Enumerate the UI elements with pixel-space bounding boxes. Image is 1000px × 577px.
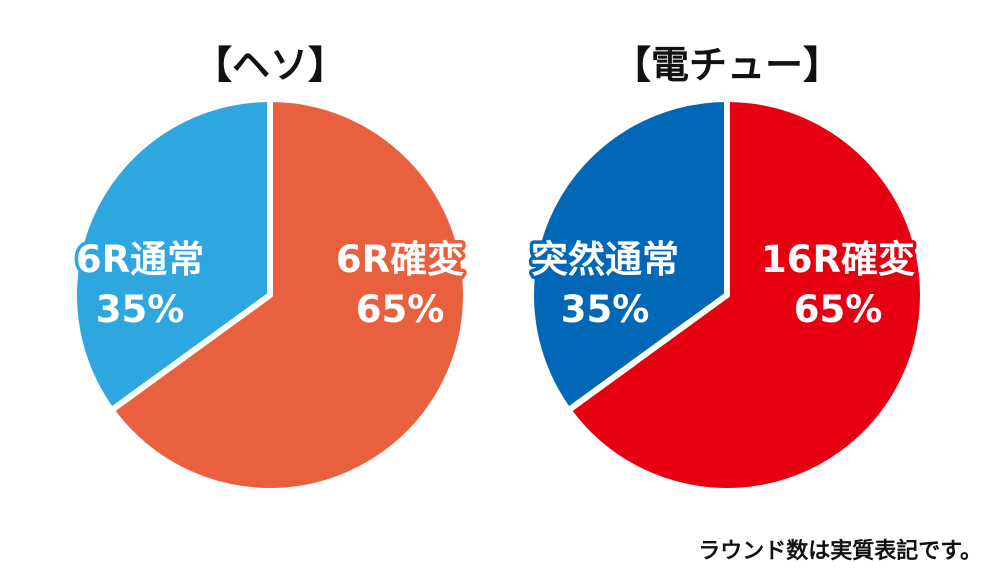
slice-label-percent: 35%: [96, 288, 185, 331]
pie-chart-1: 【ヘソ】 6R確変 65% 6R通常 35%: [71, 43, 469, 494]
chart-title: 【電チュー】: [613, 43, 841, 87]
pie-slice: [528, 96, 730, 414]
footnote: ラウンド数は実質表記です。: [698, 539, 982, 564]
pie-slice: [71, 96, 273, 414]
slice-label: 6R通常 35%: [72, 235, 207, 335]
slice-label: 突然通常 35%: [528, 235, 683, 335]
slice-label-name: 16R確変: [761, 238, 915, 281]
pie-slice: [108, 96, 469, 494]
pie-slice: [565, 96, 926, 494]
slice-label-name: 6R確変: [336, 238, 464, 281]
slice-label-name: 突然通常: [531, 238, 679, 281]
slice-label-name: 6R通常: [76, 238, 204, 281]
slice-label-percent: 65%: [356, 288, 445, 331]
pie-chart-2: 【電チュー】 16R確変 65% 突然通常 35%: [528, 43, 926, 494]
slice-label-percent: 65%: [794, 288, 883, 331]
slice-label: 6R確変 65%: [332, 235, 467, 335]
chart-title: 【ヘソ】: [194, 43, 346, 87]
slice-label: 16R確変 65%: [758, 235, 919, 335]
slice-label-percent: 35%: [561, 288, 650, 331]
